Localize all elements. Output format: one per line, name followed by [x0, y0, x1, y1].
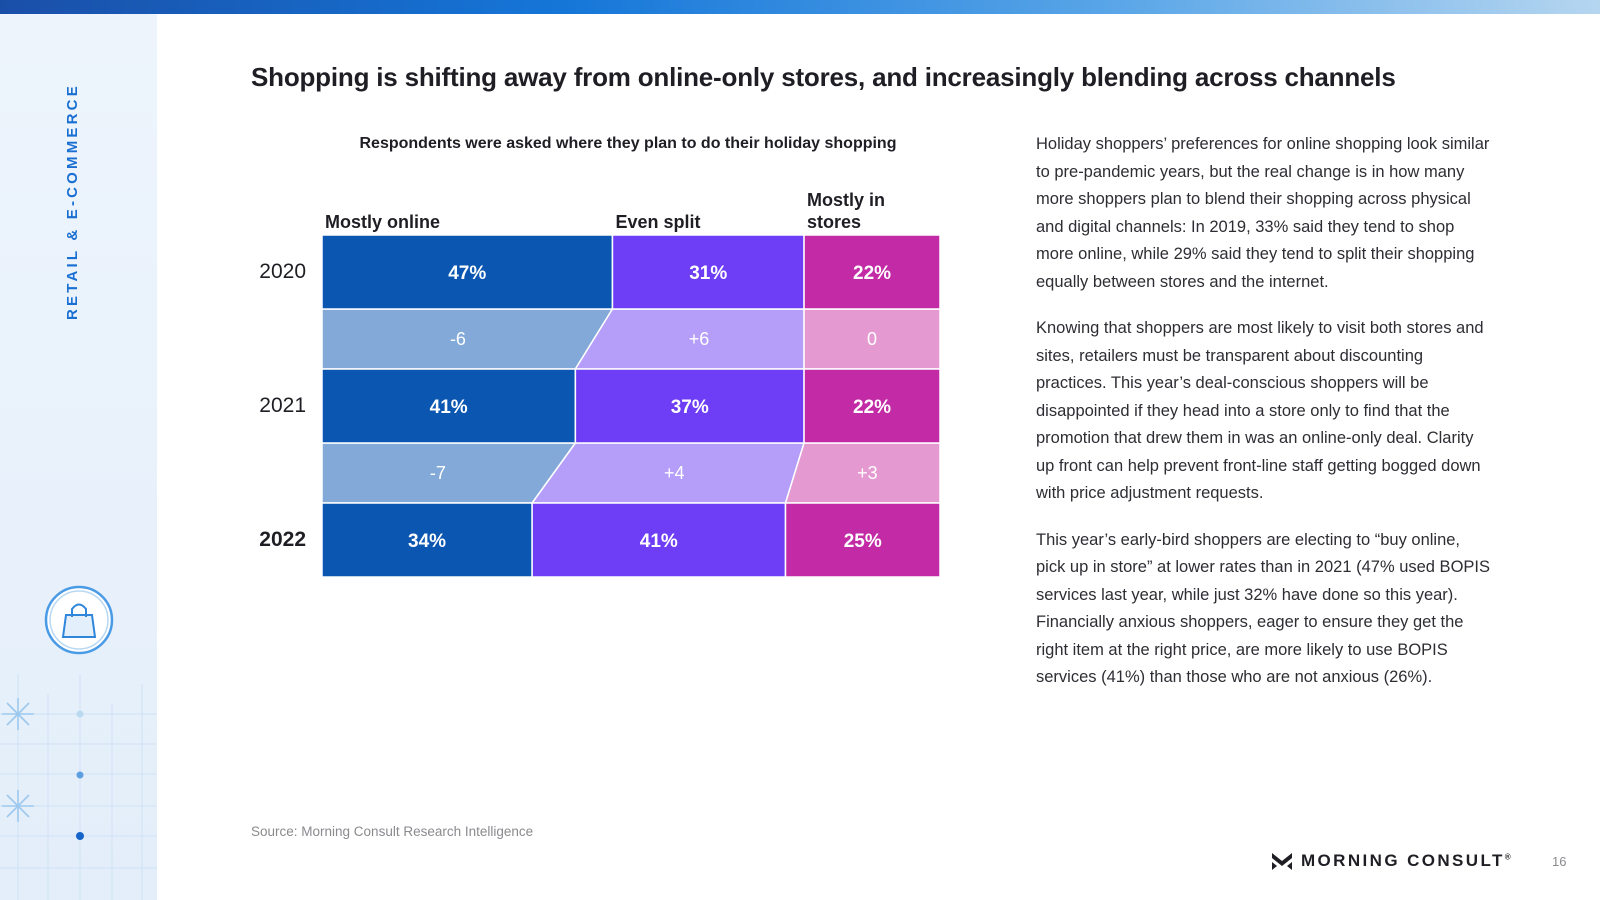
change-label: 0 [867, 329, 877, 349]
chart-subtitle: Respondents were asked where they plan t… [359, 135, 897, 152]
bar-segment [321, 502, 533, 578]
bar-segment [574, 368, 805, 444]
data-label: 25% [844, 531, 882, 552]
change-label: -6 [450, 329, 466, 349]
series-header: stores [807, 212, 861, 232]
paragraph-3: This year’s early-bird shoppers are elec… [1036, 530, 1490, 687]
data-label: 41% [640, 531, 678, 552]
series-header: Mostly in [807, 190, 885, 210]
bar-segment [611, 234, 805, 310]
data-label: 34% [408, 531, 446, 552]
stacked-bar-chart: -6 +6 0 -7 +4 +3 47% 31% 22% 2020 41% 37% 22% 2021 34%… [259, 190, 941, 578]
year-label: 2022 [259, 528, 306, 551]
change-label: +4 [664, 463, 685, 483]
bar-segment [321, 234, 614, 310]
bar-segment [803, 234, 941, 310]
morning-consult-logo-icon [1272, 853, 1292, 870]
bar-segment [531, 502, 787, 578]
sidebar: RETAIL & E-COMMERCE [0, 14, 157, 900]
data-label: 37% [671, 397, 709, 418]
brand-name: MORNING CONSULT® [1301, 851, 1511, 870]
body-text: Holiday shoppers’ preferences for online… [1036, 131, 1491, 711]
source-note: Source: Morning Consult Research Intelli… [251, 824, 534, 839]
year-label: 2020 [259, 260, 306, 283]
decorative-grid [0, 674, 157, 900]
top-gradient-bar [0, 0, 1600, 14]
paragraph-1: Holiday shoppers’ preferences for online… [1036, 135, 1490, 291]
data-label: 22% [853, 263, 891, 284]
section-label: RETAIL & E-COMMERCE [64, 83, 81, 320]
bar-segment [784, 502, 941, 578]
series-header: Mostly online [325, 212, 440, 232]
series-header: Even split [615, 212, 700, 232]
connector-mostly-online-1 [321, 442, 577, 504]
year-label: 2021 [259, 394, 306, 417]
change-label: -7 [430, 463, 446, 483]
shopping-bag-icon [44, 585, 114, 655]
data-label: 47% [448, 263, 486, 284]
data-label: 31% [689, 263, 727, 284]
connector-mostly-online-0 [321, 308, 614, 370]
data-label: 41% [430, 397, 468, 418]
page-number: 16 [1552, 854, 1567, 869]
brand-logo: MORNING CONSULT® [1271, 848, 1511, 874]
paragraph-2: Knowing that shoppers are most likely to… [1036, 319, 1484, 502]
change-label: +6 [689, 329, 710, 349]
change-label: +3 [857, 463, 878, 483]
page-title: Shopping is shifting away from online-on… [251, 62, 1396, 92]
data-label: 22% [853, 397, 891, 418]
bar-segment [803, 368, 941, 444]
